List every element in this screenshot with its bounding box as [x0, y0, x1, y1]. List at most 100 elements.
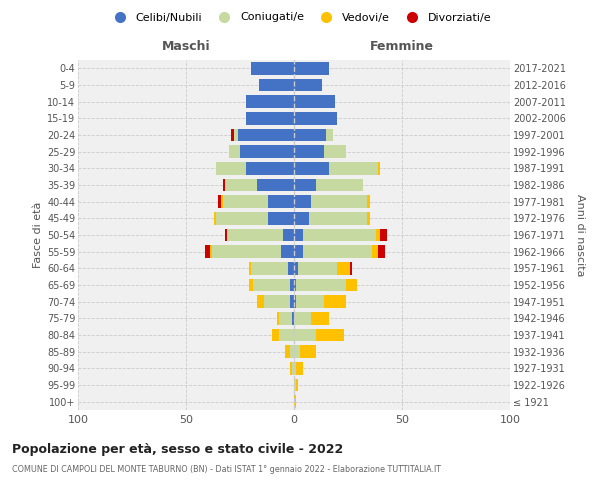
Bar [296, 362, 302, 374]
Bar [212, 246, 281, 258]
Bar [251, 262, 287, 274]
Bar [316, 179, 363, 192]
Bar [302, 229, 376, 241]
Bar [223, 179, 225, 192]
Bar [279, 312, 292, 324]
Bar [294, 279, 296, 291]
Bar [309, 212, 367, 224]
Bar [290, 279, 294, 291]
Bar [290, 296, 294, 308]
Bar [251, 62, 294, 74]
Y-axis label: Anni di nascita: Anni di nascita [575, 194, 585, 276]
Bar [287, 262, 294, 274]
Bar [259, 79, 294, 92]
Bar [205, 246, 210, 258]
Bar [227, 229, 283, 241]
Bar [214, 212, 216, 224]
Bar [367, 196, 370, 208]
Bar [294, 212, 309, 224]
Bar [233, 129, 238, 141]
Text: COMUNE DI CAMPOLI DEL MONTE TABURNO (BN) - Dati ISTAT 1° gennaio 2022 - Elaboraz: COMUNE DI CAMPOLI DEL MONTE TABURNO (BN)… [12, 465, 441, 474]
Bar [264, 296, 290, 308]
Bar [294, 79, 322, 92]
Bar [247, 112, 294, 124]
Bar [247, 162, 294, 174]
Bar [294, 62, 329, 74]
Bar [268, 212, 294, 224]
Bar [283, 229, 294, 241]
Bar [326, 129, 333, 141]
Text: Maschi: Maschi [161, 40, 211, 53]
Bar [294, 296, 296, 308]
Bar [378, 162, 380, 174]
Bar [294, 246, 302, 258]
Bar [296, 379, 298, 391]
Bar [378, 246, 385, 258]
Bar [294, 112, 337, 124]
Bar [302, 246, 372, 258]
Bar [337, 262, 350, 274]
Bar [324, 146, 346, 158]
Bar [225, 229, 227, 241]
Bar [294, 229, 302, 241]
Bar [294, 379, 296, 391]
Bar [294, 312, 311, 324]
Bar [324, 296, 346, 308]
Bar [294, 96, 335, 108]
Bar [294, 162, 329, 174]
Bar [294, 129, 326, 141]
Bar [225, 179, 257, 192]
Bar [294, 262, 298, 274]
Bar [367, 212, 370, 224]
Bar [268, 196, 294, 208]
Bar [257, 179, 294, 192]
Bar [292, 312, 294, 324]
Bar [210, 246, 212, 258]
Text: Popolazione per età, sesso e stato civile - 2022: Popolazione per età, sesso e stato civil… [12, 442, 343, 456]
Bar [232, 129, 233, 141]
Bar [294, 196, 311, 208]
Bar [229, 146, 240, 158]
Bar [294, 179, 316, 192]
Bar [294, 396, 296, 408]
Y-axis label: Fasce di età: Fasce di età [32, 202, 43, 268]
Bar [216, 162, 247, 174]
Bar [294, 329, 316, 341]
Bar [240, 146, 294, 158]
Bar [216, 212, 268, 224]
Bar [290, 362, 292, 374]
Bar [248, 262, 251, 274]
Bar [238, 129, 294, 141]
Bar [380, 229, 387, 241]
Bar [346, 279, 356, 291]
Bar [223, 196, 268, 208]
Bar [294, 146, 324, 158]
Bar [253, 279, 290, 291]
Bar [296, 279, 346, 291]
Bar [294, 362, 296, 374]
Bar [316, 329, 344, 341]
Bar [296, 296, 324, 308]
Bar [248, 279, 253, 291]
Bar [376, 229, 380, 241]
Bar [294, 346, 301, 358]
Bar [286, 346, 290, 358]
Bar [247, 96, 294, 108]
Bar [279, 329, 294, 341]
Bar [221, 196, 223, 208]
Text: Femmine: Femmine [370, 40, 434, 53]
Bar [350, 262, 352, 274]
Bar [290, 346, 294, 358]
Bar [218, 196, 221, 208]
Bar [281, 246, 294, 258]
Bar [311, 312, 329, 324]
Legend: Celibi/Nubili, Coniugati/e, Vedovi/e, Divorziati/e: Celibi/Nubili, Coniugati/e, Vedovi/e, Di… [104, 8, 496, 27]
Bar [372, 246, 378, 258]
Bar [292, 362, 294, 374]
Bar [277, 312, 279, 324]
Bar [311, 196, 367, 208]
Bar [329, 162, 378, 174]
Bar [257, 296, 264, 308]
Bar [301, 346, 316, 358]
Bar [272, 329, 279, 341]
